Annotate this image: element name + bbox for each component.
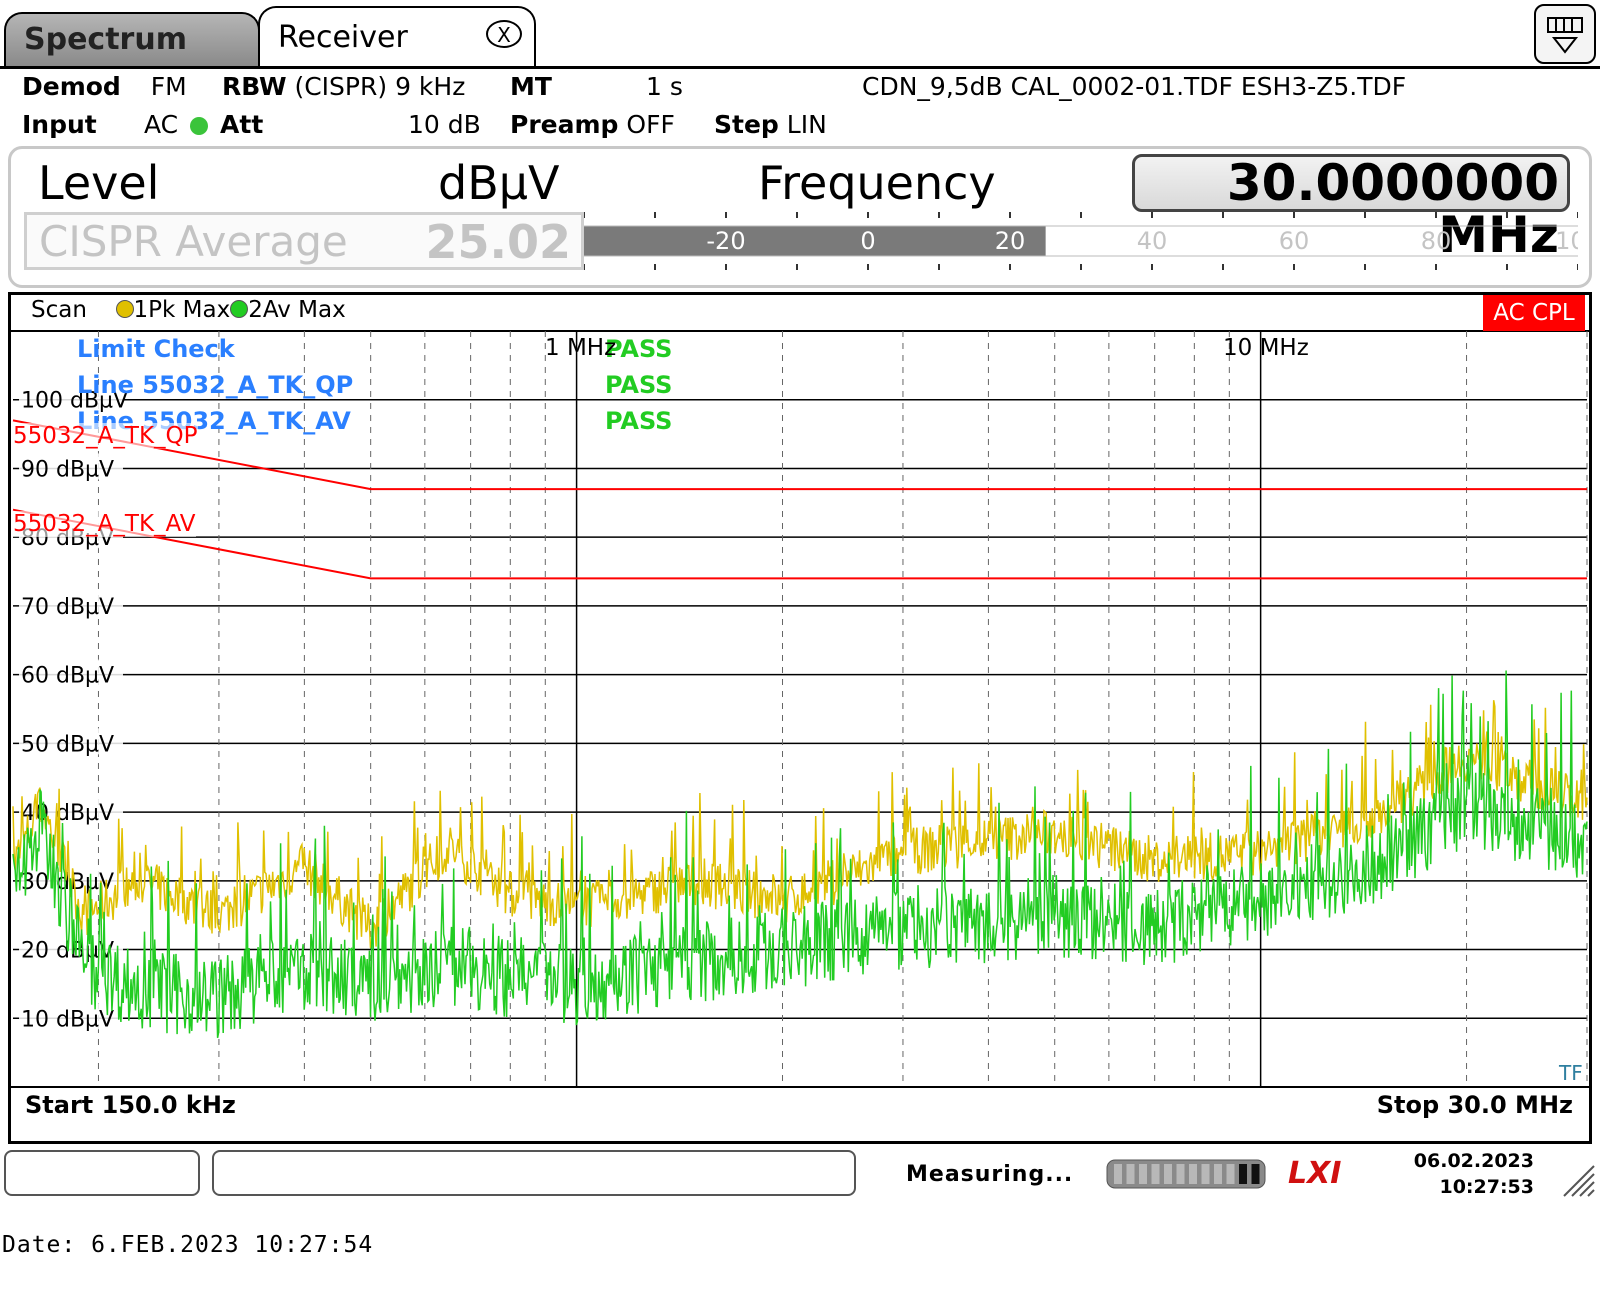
trace2-icon [230,300,249,318]
detector-label: CISPR Average [39,217,348,266]
tab-bar-divider [0,66,1600,69]
resize-grip-icon[interactable] [1560,1154,1596,1198]
demod-value: FM [150,72,187,101]
footer-date: Date: 6.FEB.2023 10:27:54 [2,1232,374,1258]
progress-segment [1251,1164,1260,1184]
progress-segment [1189,1164,1197,1184]
preamp-label: Preamp [510,110,619,139]
trace1-icon [115,300,134,318]
y-tick-bg [19,659,123,686]
limit-line-av [12,508,1587,580]
limit-check-result-av: PASS [605,407,673,435]
tab-receiver[interactable]: Receiver X [258,6,536,68]
limit-check-title: Limit Check [77,335,235,363]
start-frequency: Start 150.0 kHz [25,1091,236,1119]
status-field-2[interactable] [212,1150,856,1196]
demod-label: Demod [22,72,121,101]
limit-name-av: 55032_A_TK_AV [13,511,196,537]
y-tick-label: 90 dBµV [21,457,114,482]
limit-check-result-qp: PASS [605,371,673,399]
lxi-logo: LXI [1288,1156,1342,1191]
y-tick-bg [19,590,123,617]
status-date: 06.02.2023 [1413,1150,1534,1172]
level-bar: -20 0 20 40 60 80 100 [584,212,1578,270]
y-tick-label: 50 dBµV [21,732,114,757]
progress-segment [1114,1164,1122,1184]
progress-bar [1106,1159,1266,1189]
y-tick-bg [19,1003,123,1030]
transducer-list: CDN_9,5dB CAL_0002-01.TDF ESH3-Z5.TDF [862,72,1407,101]
progress-segment [1151,1164,1160,1184]
input-status-icon [190,117,209,135]
step-value: LIN [786,110,827,139]
tab-spectrum[interactable]: Spectrum [4,12,260,66]
frequency-value[interactable]: 30.0000000 MHz [1132,154,1570,261]
detector-box: CISPR Average 25.02 [24,212,584,270]
level-bar-label: -20 [706,227,745,255]
rbw-value: (CISPR) 9 kHz [294,72,466,101]
rbw-label: RBW [222,72,287,101]
display-config-button[interactable] [1534,4,1596,64]
limit-check-pass: PASS [605,335,673,363]
y-tick-label: 70 dBµV [21,595,114,620]
y-tick-bg [19,728,123,755]
measuring-status: Measuring... [906,1162,1074,1187]
frequency-label: Frequency [758,156,996,210]
att-value: 10 dB [408,110,481,139]
level-label: Level [38,156,160,210]
marker-10mhz: 10 MHz [1223,335,1309,361]
level-value: 25.02 [425,215,571,269]
progress-segment [1126,1164,1135,1184]
mt-label: MT [510,72,552,101]
level-bar-fill [584,226,1046,256]
trace2-label[interactable]: 2Av Max [248,297,346,323]
progress-segment [1139,1164,1147,1184]
stop-frequency: Stop 30.0 MHz [1376,1091,1573,1119]
limit-name-qp: 55032_A_TK_QP [13,423,198,449]
close-icon[interactable]: X [486,20,522,48]
y-tick-label: 10 dBµV [21,1007,114,1032]
trace1-label[interactable]: 1Pk Max [133,297,231,323]
y-tick-bg [19,934,123,961]
progress-segment [1214,1164,1222,1184]
scan-label: Scan [31,297,87,323]
marker-1mhz: 1 MHz [545,335,617,361]
level-bar-label: 100 [1555,227,1578,255]
preamp-value: OFF [626,110,675,139]
level-bar-label: 20 [995,227,1026,255]
progress-segment [1176,1164,1185,1184]
input-label: Input [22,110,97,139]
y-tick-label: 60 dBµV [21,664,114,689]
progress-segment [1164,1164,1172,1184]
level-unit: dBµV [438,156,560,210]
att-label: Att [220,110,264,139]
progress-segment [1239,1164,1247,1184]
trace-1pk-max [12,700,1588,949]
level-bar-label: 40 [1137,227,1168,255]
input-value: AC [144,110,179,139]
level-bar-label: 60 [1279,227,1310,255]
step-label: Step [714,110,779,139]
diagram-area[interactable]: 10 dBµV 20 dBµV 30 dBµV 40 dBµV 50 dBµV 60 dB… [8,292,1592,1144]
trace-2av-max [12,670,1588,1039]
y-tick-bg [19,384,123,411]
tab-receiver-label: Receiver [278,20,408,55]
progress-segment [1226,1164,1235,1184]
coupling-badge: AC CPL [1483,295,1585,331]
limit-check-line-qp: Line 55032_A_TK_QP [77,371,354,399]
tf-label: TF [1559,1061,1583,1085]
y-tick-label: 100 dBµV [21,389,128,414]
level-bar-label: 80 [1421,227,1452,255]
progress-segment [1201,1164,1210,1184]
y-tick-bg [19,453,123,480]
status-time: 10:27:53 [1439,1176,1534,1198]
display-config-icon [1547,17,1583,54]
mt-value: 1 s [646,72,683,101]
status-field-1[interactable] [4,1150,200,1196]
level-bar-label: 0 [860,227,875,255]
